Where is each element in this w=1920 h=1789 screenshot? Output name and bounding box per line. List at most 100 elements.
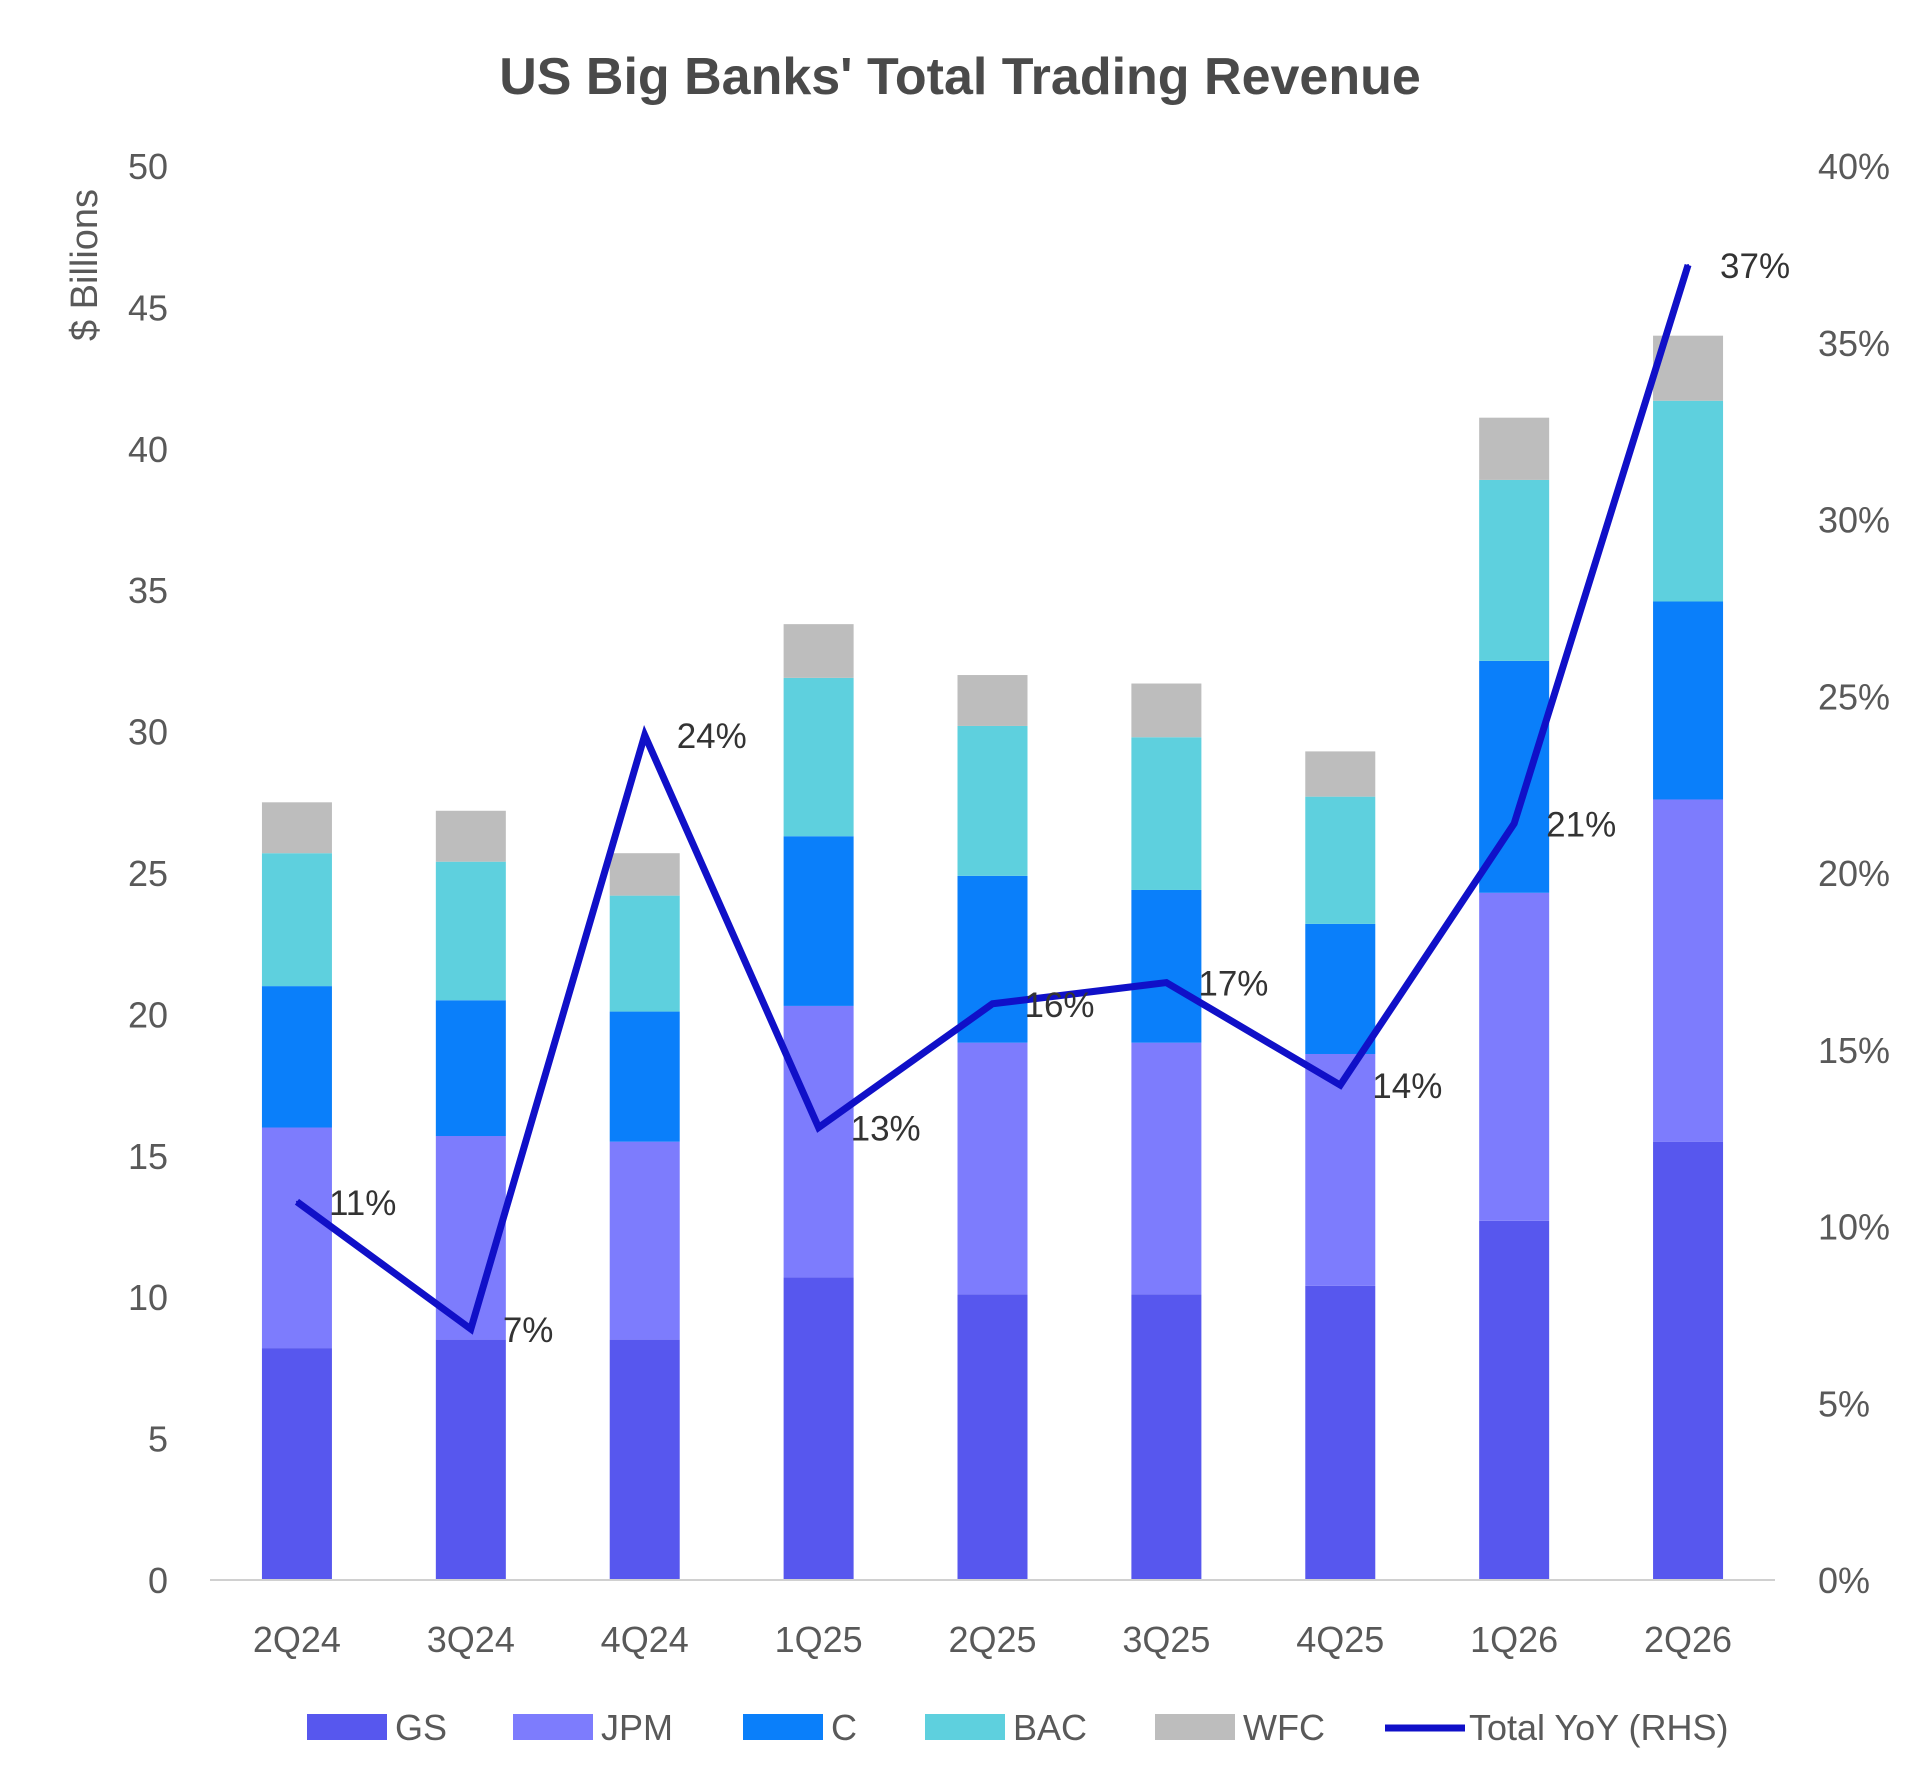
bar-c-3q25 (1131, 889, 1202, 1043)
axis-layer: 0 5 10 15 20 25 30 35 40 45 50 0% 5% 10% 15% 20% 25% 30% 3… (128, 146, 1890, 1660)
y2-tick-label: 30% (1818, 500, 1890, 541)
legend-label: JPM (601, 1707, 673, 1748)
y-tick-label: 15 (128, 1136, 168, 1177)
x-tick-label: 1Q25 (775, 1619, 863, 1660)
bar-gs-1q26 (1479, 1220, 1550, 1580)
y-tick-label: 30 (128, 712, 168, 753)
bar-gs-3q25 (1131, 1294, 1202, 1580)
bar-jpm-3q25 (1131, 1042, 1202, 1295)
legend: GS JPM C BAC WFC Total YoY (RHS) (307, 1707, 1728, 1748)
bars-layer (261, 335, 1724, 1580)
legend-swatch-gs (307, 1714, 387, 1740)
legend-swatch-bac (925, 1714, 1005, 1740)
yoy-point (643, 734, 646, 737)
bar-c-2q25 (957, 875, 1028, 1043)
yoy-point (1165, 981, 1168, 984)
y2-tick-label: 0% (1818, 1560, 1870, 1601)
legend-label: GS (395, 1707, 447, 1748)
yoy-data-label: 13% (851, 1110, 921, 1149)
yoy-data-label: 16% (1025, 986, 1095, 1025)
y2-tick-label: 35% (1818, 323, 1890, 364)
bar-wfc-1q26 (1479, 417, 1550, 480)
yoy-point (1339, 1084, 1342, 1087)
bar-jpm-2q26 (1653, 799, 1724, 1142)
x-tick-label: 2Q25 (948, 1619, 1036, 1660)
yoy-point (817, 1126, 820, 1129)
chart-title: US Big Banks' Total Trading Revenue (499, 48, 1421, 106)
y2-tick-label: 25% (1818, 676, 1890, 717)
bar-c-4q25 (1305, 923, 1376, 1054)
bar-gs-2q24 (261, 1348, 332, 1580)
legend-label: WFC (1243, 1707, 1325, 1748)
legend-swatch-c (743, 1714, 823, 1740)
x-tick-label: 3Q25 (1122, 1619, 1210, 1660)
bar-gs-2q26 (1653, 1141, 1724, 1580)
bar-bac-2q25 (957, 725, 1028, 876)
legend-label: C (831, 1707, 857, 1748)
yoy-point (295, 1200, 298, 1203)
bar-bac-2q26 (1653, 400, 1724, 602)
bar-wfc-1q25 (783, 624, 854, 678)
line-layer (294, 263, 1692, 1335)
bar-bac-1q25 (783, 677, 854, 837)
bar-gs-4q24 (609, 1339, 680, 1580)
y-tick-label: 20 (128, 994, 168, 1035)
bar-gs-1q25 (783, 1277, 854, 1580)
y-tick-label: 35 (128, 570, 168, 611)
bar-c-2q26 (1653, 601, 1724, 800)
y-tick-label: 5 (148, 1419, 168, 1460)
yoy-data-label: 24% (677, 717, 747, 756)
bar-gs-2q25 (957, 1294, 1028, 1580)
y2-tick-label: 15% (1818, 1030, 1890, 1071)
bar-c-1q25 (783, 836, 854, 1006)
bar-wfc-2q25 (957, 675, 1028, 726)
bar-jpm-1q26 (1479, 892, 1550, 1221)
x-tick-label: 4Q24 (601, 1619, 689, 1660)
legend-swatch-jpm (513, 1714, 593, 1740)
yoy-point (469, 1328, 472, 1331)
bar-c-3q24 (435, 1000, 506, 1137)
bar-gs-3q24 (435, 1339, 506, 1580)
bar-wfc-2q24 (261, 802, 332, 854)
bar-jpm-4q25 (1305, 1053, 1376, 1286)
bar-jpm-4q24 (609, 1141, 680, 1340)
y-tick-label: 50 (128, 146, 168, 187)
x-tick-label: 2Q26 (1644, 1619, 1732, 1660)
yoy-data-label: 11% (329, 1184, 396, 1223)
bar-c-4q24 (609, 1011, 680, 1142)
yoy-point (1687, 263, 1690, 266)
bar-wfc-4q24 (609, 853, 680, 896)
yoy-data-label: 14% (1372, 1067, 1442, 1106)
bar-bac-1q26 (1479, 479, 1550, 661)
bar-bac-4q24 (609, 895, 680, 1012)
yoy-point (1513, 822, 1516, 825)
y-tick-label: 25 (128, 853, 168, 894)
bar-gs-4q25 (1305, 1285, 1376, 1580)
bar-c-2q24 (261, 986, 332, 1128)
y-tick-label: 45 (128, 287, 168, 328)
x-tick-label: 1Q26 (1470, 1619, 1558, 1660)
legend-label: BAC (1013, 1707, 1087, 1748)
bar-bac-4q25 (1305, 796, 1376, 924)
bar-bac-3q24 (435, 861, 506, 1001)
y2-tick-label: 10% (1818, 1207, 1890, 1248)
bar-wfc-3q25 (1131, 683, 1202, 738)
y-tick-label: 0 (148, 1560, 168, 1601)
y-axis-label: $ Billions (64, 189, 106, 341)
yoy-data-label: 17% (1198, 965, 1268, 1004)
x-tick-label: 3Q24 (427, 1619, 515, 1660)
legend-swatch-wfc (1155, 1714, 1235, 1740)
y-tick-label: 10 (128, 1277, 168, 1318)
bar-wfc-4q25 (1305, 751, 1376, 797)
bar-jpm-1q25 (783, 1005, 854, 1278)
yoy-data-label: 37% (1720, 247, 1790, 286)
bar-wfc-3q24 (435, 810, 506, 862)
y2-tick-label: 40% (1818, 146, 1890, 187)
legend-label: Total YoY (RHS) (1469, 1707, 1728, 1748)
yoy-data-label: 7% (503, 1311, 554, 1350)
yoy-data-label: 21% (1546, 806, 1616, 845)
x-tick-label: 4Q25 (1296, 1619, 1384, 1660)
bar-jpm-2q25 (957, 1042, 1028, 1295)
yoy-point (991, 1002, 994, 1005)
bar-bac-2q24 (261, 853, 332, 987)
